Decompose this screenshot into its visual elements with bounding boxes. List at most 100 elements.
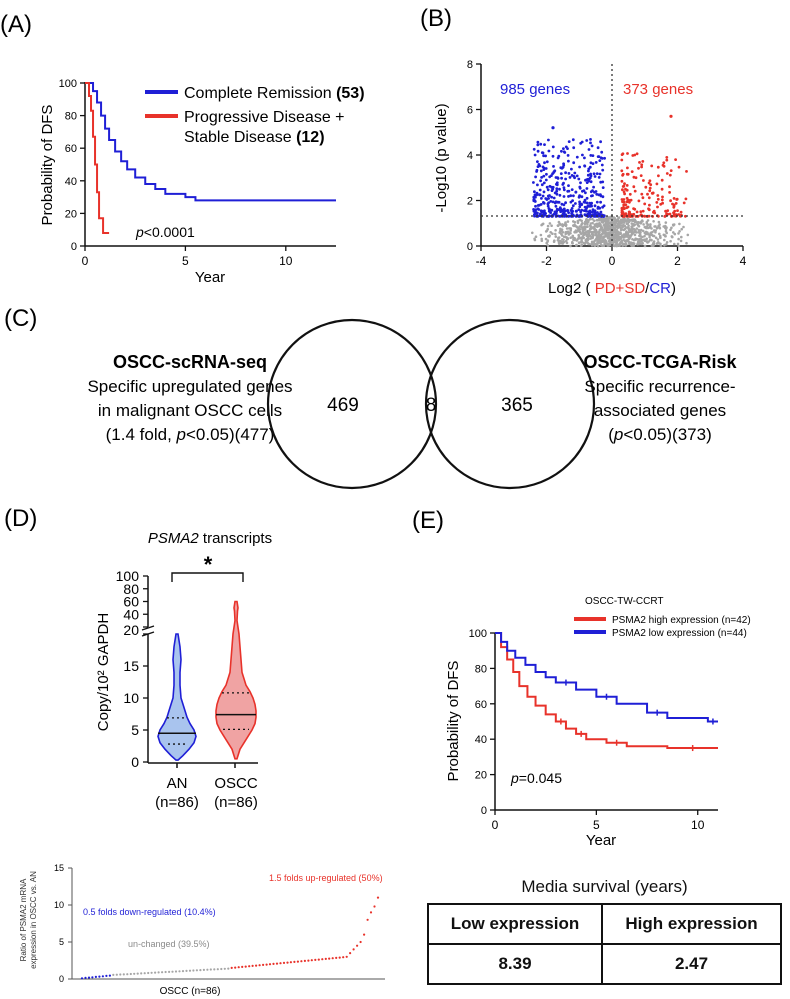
ratio-point-unchanged [115,973,118,976]
volcano-point-down [593,175,597,178]
volcano-point-up [637,166,640,170]
ratio-point-unchanged [185,969,188,973]
volcano-point-ns [566,237,570,240]
volcano-point-ns [531,231,534,235]
volcano-point-ns [598,230,601,233]
volcano-point-down [568,176,572,179]
panel-a-chart: Probability of DFS 0 20 40 60 80 100 0 5 10 Yea… [39,78,365,286]
volcano-point-down [561,212,565,216]
volcano-point-down [571,138,575,142]
volcano-point-up [669,114,673,118]
panel-e-ytick-label: 100 [469,628,487,640]
volcano-point-up [628,192,632,196]
ratio-point-down [94,975,97,979]
ratio-point-unchanged [112,973,115,977]
panel-d-sig-bracket [171,572,244,582]
volcano-point-ns [590,232,594,236]
volcano-point-down [596,155,600,159]
volcano-point-down [587,148,591,151]
ratio-point-up [234,966,237,969]
panel-a-legend-pd-line1: Progressive Disease + [184,109,345,126]
volcano-point-down [575,174,579,178]
ratio-point-up [241,965,244,969]
ratio-point-up [359,940,362,944]
panel-c-left-line1: Specific upregulated genes [87,377,292,396]
ratio-point-down [87,976,91,979]
volcano-point-ns [626,219,629,223]
km-curve-psma2-low [495,632,718,723]
volcano-point-up [621,188,624,192]
volcano-point-ns [572,220,575,223]
panel-b-xtick-label: 4 [740,254,747,268]
panel-c-venn: OSCC-scRNA-seq Specific upregulated gene… [87,318,737,490]
volcano-point-up [627,214,631,218]
volcano-point-ns [575,225,578,228]
panel-d-group-an: AN [167,775,188,792]
volcano-point-up [668,173,672,177]
panel-d2-ytick-label: 0 [59,974,64,984]
volcano-point-down [564,171,567,175]
volcano-point-ns [649,225,652,228]
volcano-point-up [644,185,648,189]
volcano-point-down [532,195,536,199]
volcano-point-down [575,209,578,213]
volcano-point-down [567,140,571,144]
volcano-point-ns [641,242,644,245]
volcano-point-ns [556,224,560,227]
panel-e-chart: OSCC-TW-CCRT PSMA2 high expression (n=42… [445,596,751,849]
ratio-point-up [324,957,327,961]
volcano-point-ns [642,223,645,226]
volcano-point-ns [602,232,605,235]
volcano-point-up [642,179,645,182]
volcano-point-down [585,181,589,185]
volcano-point-up [682,201,686,205]
volcano-point-ns [596,240,599,243]
volcano-point-down [583,156,586,160]
volcano-point-up [629,198,633,202]
volcano-point-down [586,173,590,177]
volcano-point-ns [587,220,590,224]
ratio-point-up [356,944,359,947]
panel-d2-ylabel-1: Ratio of PSMA2 mRNA [19,878,28,961]
ratio-point-unchanged [178,970,181,973]
volcano-point-down [583,205,587,209]
panel-d-violins [157,600,257,761]
panel-d2-down-label: 0.5 folds down-regulated (10.4%) [83,907,216,917]
volcano-point-down [550,195,553,199]
volcano-point-up [622,206,625,209]
volcano-point-down [587,169,590,173]
panel-d-ytick-label: 15 [123,658,139,674]
volcano-point-down [572,175,576,178]
volcano-point-ns [575,229,578,233]
volcano-point-down [555,181,559,185]
volcano-point-ns [548,222,552,225]
volcano-point-up [657,174,660,178]
volcano-point-up [648,189,652,193]
volcano-point-down [539,179,542,183]
panel-d2-unchanged-label: un-changed (39.5%) [128,939,210,949]
volcano-point-down [547,149,551,153]
volcano-point-ns [540,239,544,242]
volcano-point-down [589,141,592,145]
volcano-point-ns [623,236,626,239]
ratio-point-up [293,960,296,964]
panel-d-group-oscc: OSCC [214,775,258,792]
panel-d-axis-break-1 [141,625,155,631]
panel-a-xlabel: Year [195,269,225,286]
volcano-point-ns [550,224,553,227]
volcano-point-ns [680,227,683,231]
volcano-point-down [560,149,563,153]
volcano-point-ns [647,226,650,230]
volcano-point-down [584,191,587,195]
volcano-point-down [557,200,561,204]
panel-d-group-oscc-n: (n=86) [214,794,258,811]
volcano-point-up [665,172,669,175]
volcano-point-ns [596,234,600,238]
volcano-point-ns [635,227,639,230]
volcano-point-ns [615,229,618,232]
volcano-point-ns [599,228,602,231]
panel-a-legend-cr: Complete Remission (53) [184,85,365,102]
volcano-point-ns [619,237,623,241]
volcano-point-down [577,215,581,218]
